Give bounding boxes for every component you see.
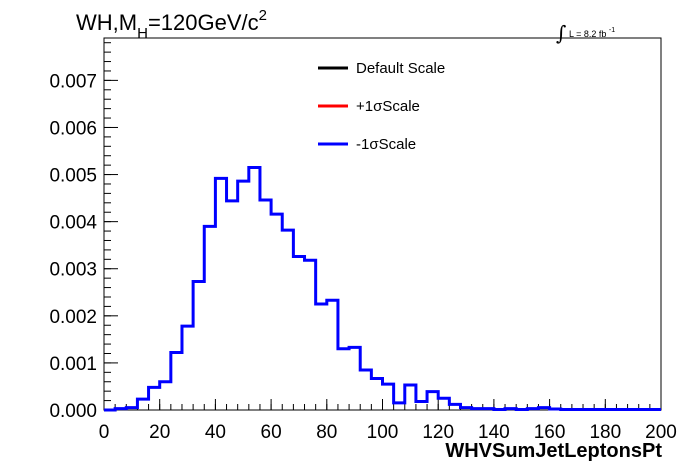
y-tick-label: 0.004 xyxy=(49,213,97,234)
plot-title: WH,MH=120GeV/c2 xyxy=(76,7,267,42)
y-tick-label: 0.005 xyxy=(49,166,97,187)
y-tick-label: 0.000 xyxy=(49,401,97,422)
x-tick-label: 140 xyxy=(478,422,510,443)
x-tick-label: 40 xyxy=(205,422,226,443)
integral-icon: ∫ xyxy=(556,21,567,45)
series-line xyxy=(104,165,661,412)
y-tick-label: 0.006 xyxy=(49,118,97,139)
x-tick-label: 120 xyxy=(422,422,454,443)
series-layer xyxy=(104,165,661,412)
x-tick-label: 60 xyxy=(261,422,282,443)
title-process: WH,M xyxy=(76,10,138,35)
luminosity-label: ∫ L = 8.2 fb -1 xyxy=(556,18,616,45)
x-tick-label: 180 xyxy=(589,422,621,443)
y-tick-label: 0.002 xyxy=(49,307,97,328)
x-tick-label: 100 xyxy=(367,422,399,443)
y-tick-label: 0.001 xyxy=(49,354,97,375)
y-tick-label: 0.003 xyxy=(49,260,97,281)
y-axis: 0.000 0.001 0.002 0.003 0.004 0.005 0.006 0.007 xyxy=(49,42,118,422)
x-tick-label: 160 xyxy=(534,422,566,443)
legend: Default Scale +1σScale -1σScale xyxy=(318,60,445,153)
title-subscript: H xyxy=(137,25,148,42)
x-tick-label: 0 xyxy=(99,422,110,443)
legend-label: -1σScale xyxy=(356,136,416,153)
y-tick-label: 0.007 xyxy=(49,71,97,92)
title-mass: =120GeV/c xyxy=(147,10,259,35)
plot-frame xyxy=(103,37,662,411)
x-tick-label: 20 xyxy=(149,422,170,443)
legend-label: Default Scale xyxy=(356,60,445,77)
legend-label: +1σScale xyxy=(356,98,420,115)
lumi-exponent: -1 xyxy=(608,27,616,34)
lumi-text: L = 8.2 fb xyxy=(568,29,607,39)
x-tick-label: 200 xyxy=(645,422,677,443)
x-axis: 0 20 40 60 80 100 120 140 160 180 200 xyxy=(99,399,677,443)
x-axis-title: WHVSumJetLeptonsPt xyxy=(445,440,662,462)
title-superscript: 2 xyxy=(258,7,267,24)
x-tick-label: 80 xyxy=(316,422,337,443)
